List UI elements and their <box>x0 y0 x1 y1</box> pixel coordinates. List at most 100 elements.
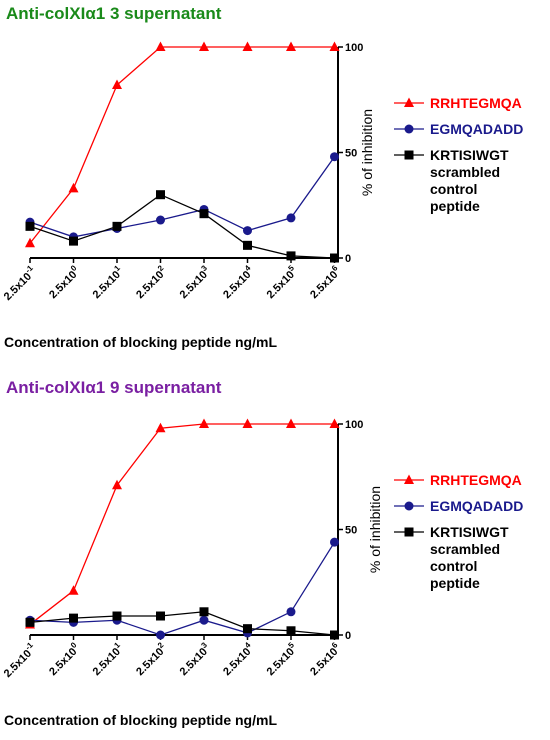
data-point <box>242 41 253 51</box>
x-tick-label: 2.5x102 <box>132 263 170 301</box>
legend-sublabel: scrambled <box>430 541 500 557</box>
x-tick-label: 2.5x100 <box>45 640 83 678</box>
data-point <box>199 615 209 625</box>
legend-label: EGMQADADD <box>430 498 523 514</box>
x-tick-label: 2.5x105 <box>263 263 301 301</box>
y-tick-label: 100 <box>345 419 363 431</box>
data-point <box>330 537 339 547</box>
x-tick-label: 2.5x102 <box>132 640 170 678</box>
series-egmqadadd <box>25 152 339 242</box>
x-tick-label: 2.5x103 <box>176 263 214 301</box>
data-point <box>155 422 166 433</box>
data-point <box>112 79 122 89</box>
legend-marker <box>404 124 414 134</box>
legend-sublabel: scrambled <box>430 164 500 180</box>
series-krtisiwgt <box>25 190 339 263</box>
legend-marker <box>404 97 414 107</box>
data-point <box>286 626 296 636</box>
data-point <box>329 41 340 51</box>
legend-sublabel: control <box>430 558 477 574</box>
legend-entry: EGMQADADD <box>394 121 523 137</box>
data-point <box>199 607 209 617</box>
x-tick-label: 2.5x106 <box>306 263 344 301</box>
data-point <box>68 182 79 193</box>
data-point <box>199 209 209 219</box>
y-tick-label: 100 <box>345 42 363 54</box>
data-point <box>155 41 166 51</box>
series-line <box>29 423 335 625</box>
x-axis-label: Concentration of blocking peptide ng/mL <box>4 334 277 350</box>
y-tick-label: 50 <box>345 525 357 537</box>
series-line <box>29 46 335 244</box>
data-point <box>156 215 165 225</box>
series-line <box>29 541 336 636</box>
x-tick-label: 2.5x105 <box>263 640 301 678</box>
legend-entry: RRHTEGMQA <box>394 95 522 111</box>
legend-marker <box>404 474 414 484</box>
x-tick-label: 2.5x106 <box>306 640 344 678</box>
legend-label: KRTISIWGT <box>430 524 509 540</box>
x-tick-label: 2.5x10-1 <box>0 263 40 303</box>
data-point <box>25 221 35 231</box>
data-point <box>112 611 122 621</box>
data-point <box>25 237 35 248</box>
data-point <box>199 41 209 51</box>
series-rrhtegmqa <box>25 418 340 629</box>
legend-label: RRHTEGMQA <box>430 95 522 111</box>
y-tick-label: 0 <box>345 630 351 642</box>
data-point <box>25 617 35 627</box>
legend-marker <box>404 527 414 537</box>
x-tick-label: 2.5x100 <box>45 263 83 301</box>
data-point <box>329 418 340 428</box>
x-tick-label: 2.5x101 <box>89 263 127 301</box>
data-point <box>286 418 296 428</box>
data-point <box>330 630 339 640</box>
data-point <box>112 479 122 490</box>
legend-label: KRTISIWGT <box>430 147 509 163</box>
legend-sublabel: control <box>430 181 477 197</box>
data-point <box>286 41 296 51</box>
data-point <box>286 607 296 617</box>
data-point <box>243 240 252 250</box>
data-point <box>112 221 122 231</box>
y-tick-label: 0 <box>345 253 351 265</box>
data-point <box>156 611 165 621</box>
data-point <box>68 585 79 595</box>
legend-sublabel: peptide <box>430 575 480 591</box>
legend-sublabel: peptide <box>430 198 480 214</box>
legend-marker <box>404 501 414 511</box>
data-point <box>243 624 252 634</box>
legend-entry: RRHTEGMQA <box>394 472 522 488</box>
series-rrhtegmqa <box>25 41 340 248</box>
legend-label: RRHTEGMQA <box>430 472 522 488</box>
chart-title: Anti-colXIα1 3 supernatant <box>6 4 222 23</box>
x-tick-label: 2.5x103 <box>176 640 214 678</box>
y-axis-label: % of inhibition <box>359 109 375 196</box>
x-tick-label: 2.5x104 <box>219 263 257 301</box>
data-point <box>69 236 78 246</box>
x-tick-label: 2.5x101 <box>89 640 127 678</box>
x-tick-label: 2.5x10-1 <box>0 640 40 680</box>
chart-title: Anti-colXIα1 9 supernatant <box>6 378 222 397</box>
series-krtisiwgt <box>25 607 339 640</box>
series-line <box>29 193 335 259</box>
data-point <box>69 613 78 623</box>
legend-marker <box>404 150 414 160</box>
data-point <box>156 190 165 200</box>
data-point <box>243 226 252 236</box>
data-point <box>199 418 209 428</box>
data-point <box>330 152 339 162</box>
x-axis-label: Concentration of blocking peptide ng/mL <box>4 712 277 728</box>
x-tick-label: 2.5x104 <box>219 640 257 678</box>
series-line <box>29 611 335 636</box>
legend-entry: EGMQADADD <box>394 498 523 514</box>
legend-label: EGMQADADD <box>430 121 523 137</box>
data-point <box>156 630 165 640</box>
data-point <box>286 251 296 261</box>
series-line <box>29 156 336 238</box>
